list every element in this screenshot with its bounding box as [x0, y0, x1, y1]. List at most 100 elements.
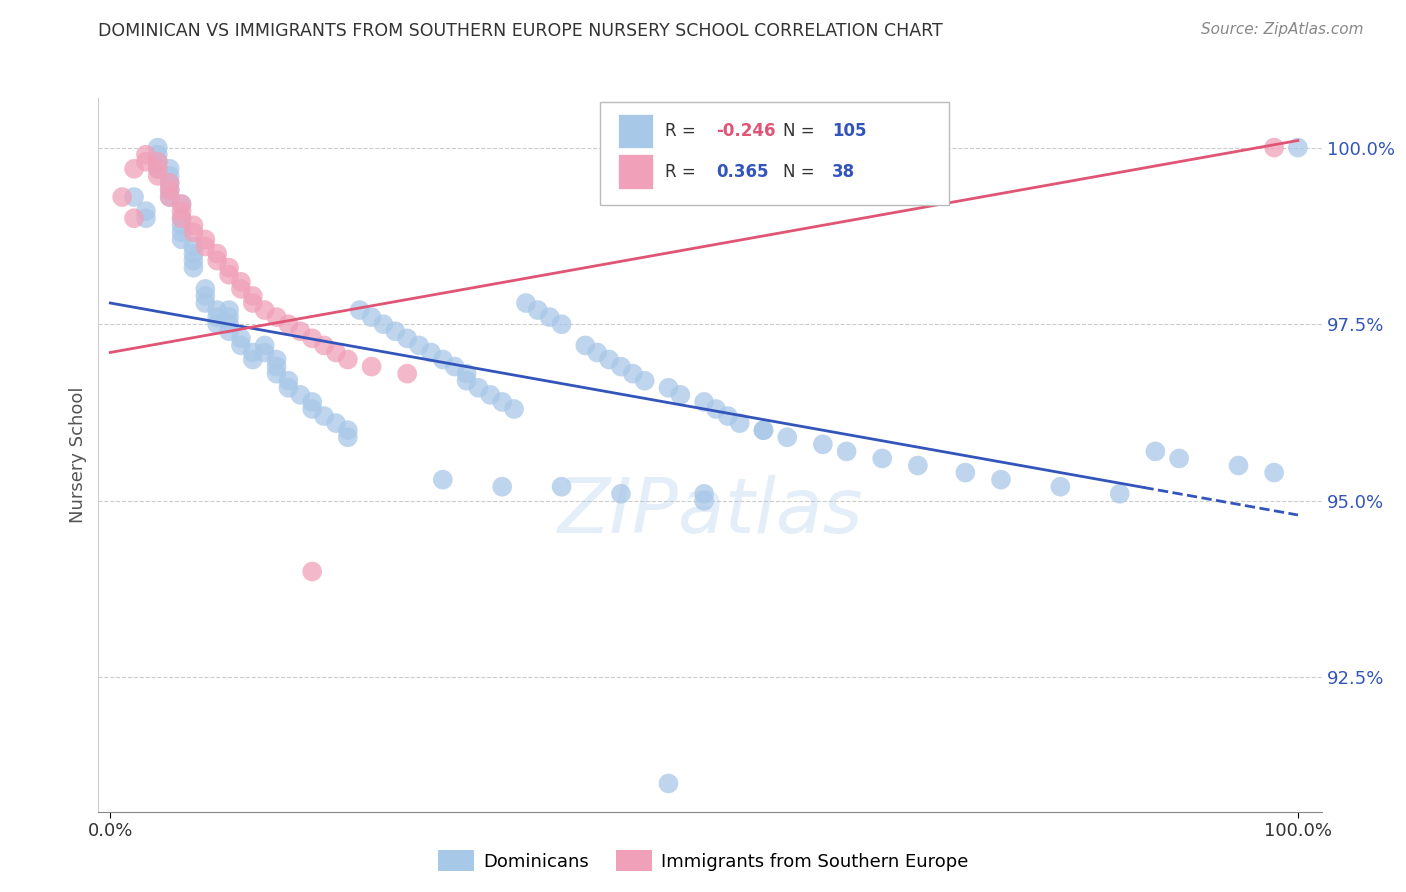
Point — [205, 303, 228, 318]
Point — [491, 480, 513, 494]
Point — [301, 331, 323, 345]
Point — [135, 204, 157, 219]
Point — [159, 190, 181, 204]
Point — [728, 416, 751, 430]
Point — [170, 211, 193, 226]
Point — [669, 388, 692, 402]
Point — [312, 409, 335, 423]
Point — [183, 260, 205, 275]
Bar — [619, 114, 652, 148]
Point — [290, 324, 312, 338]
Point — [312, 338, 335, 352]
Point — [515, 296, 537, 310]
Point — [467, 381, 489, 395]
Point — [598, 352, 620, 367]
Point — [290, 388, 312, 402]
Point — [360, 359, 382, 374]
Point — [122, 161, 145, 176]
Text: -0.246: -0.246 — [716, 122, 776, 140]
Point — [610, 487, 633, 501]
Point — [242, 296, 264, 310]
Y-axis label: Nursery School: Nursery School — [69, 386, 87, 524]
Point — [194, 289, 217, 303]
Point — [218, 324, 240, 338]
Point — [159, 176, 181, 190]
Point — [205, 317, 228, 331]
Point — [277, 374, 299, 388]
Point — [1286, 140, 1309, 154]
Point — [170, 219, 193, 233]
Point — [170, 197, 193, 211]
Point — [811, 437, 834, 451]
Point — [253, 338, 276, 352]
Point — [1049, 480, 1071, 494]
Point — [242, 352, 264, 367]
Point — [159, 183, 181, 197]
Text: 105: 105 — [832, 122, 868, 140]
Text: R =: R = — [665, 162, 706, 180]
Point — [432, 473, 454, 487]
Point — [621, 367, 644, 381]
Point — [218, 260, 240, 275]
Point — [657, 381, 679, 395]
Point — [266, 367, 288, 381]
Point — [277, 317, 299, 331]
Text: DOMINICAN VS IMMIGRANTS FROM SOUTHERN EUROPE NURSERY SCHOOL CORRELATION CHART: DOMINICAN VS IMMIGRANTS FROM SOUTHERN EU… — [98, 22, 943, 40]
Point — [479, 388, 502, 402]
Point — [229, 338, 252, 352]
Point — [218, 268, 240, 282]
Point — [183, 239, 205, 253]
Point — [574, 338, 596, 352]
Point — [205, 253, 228, 268]
Point — [159, 176, 181, 190]
Point — [503, 402, 526, 417]
Point — [527, 303, 550, 318]
Point — [229, 331, 252, 345]
Point — [183, 219, 205, 233]
Point — [835, 444, 858, 458]
Point — [183, 225, 205, 239]
Point — [325, 416, 347, 430]
Point — [146, 169, 169, 183]
Point — [955, 466, 977, 480]
Point — [550, 480, 572, 494]
Point — [456, 374, 478, 388]
Point — [242, 289, 264, 303]
Text: N =: N = — [783, 122, 820, 140]
Point — [907, 458, 929, 473]
Point — [253, 345, 276, 359]
Point — [586, 345, 609, 359]
Point — [657, 776, 679, 790]
Point — [336, 423, 359, 437]
Point — [491, 395, 513, 409]
Point — [1168, 451, 1191, 466]
Point — [396, 331, 419, 345]
Point — [301, 402, 323, 417]
Point — [336, 352, 359, 367]
Point — [752, 423, 775, 437]
Point — [135, 154, 157, 169]
Point — [693, 395, 716, 409]
Point — [194, 239, 217, 253]
Point — [1263, 140, 1285, 154]
Point — [432, 352, 454, 367]
Point — [159, 183, 181, 197]
Point — [693, 487, 716, 501]
Point — [122, 211, 145, 226]
Point — [146, 154, 169, 169]
Point — [183, 253, 205, 268]
Point — [229, 275, 252, 289]
Point — [396, 367, 419, 381]
Text: 0.365: 0.365 — [716, 162, 769, 180]
Point — [301, 395, 323, 409]
Point — [1263, 466, 1285, 480]
Point — [122, 190, 145, 204]
Text: ZIPatlas: ZIPatlas — [557, 475, 863, 549]
Point — [693, 493, 716, 508]
Point — [266, 359, 288, 374]
Point — [420, 345, 443, 359]
Point — [111, 190, 134, 204]
Point — [146, 161, 169, 176]
Point — [146, 147, 169, 161]
Point — [752, 423, 775, 437]
